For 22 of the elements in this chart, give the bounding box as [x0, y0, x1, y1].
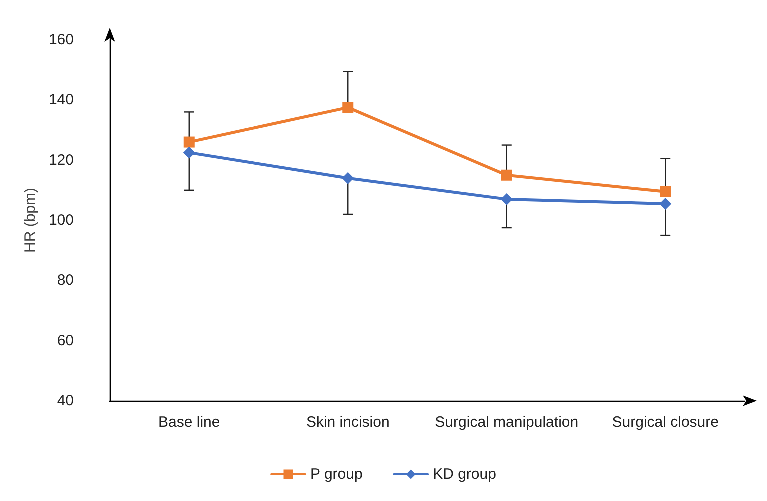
x-tick-label: Surgical closure — [612, 414, 719, 431]
legend-label: KD group — [433, 466, 496, 483]
y-tick-label: 140 — [48, 92, 74, 109]
y-axis-title: HR (bpm) — [22, 188, 40, 254]
y-tick-label: 80 — [57, 272, 74, 290]
x-tick-label: Skin incision — [306, 414, 390, 431]
point — [660, 186, 672, 198]
x-tick-label: Surgical manipulation — [435, 414, 579, 431]
point — [660, 198, 672, 210]
x-tick-label: Base line — [158, 414, 220, 431]
y-tick-label: 60 — [57, 332, 74, 350]
legend-label: P group — [310, 466, 363, 483]
point — [183, 146, 196, 159]
y-tick-label: 100 — [48, 212, 74, 229]
point — [342, 172, 354, 184]
y-tick-label: 160 — [48, 32, 74, 48]
point — [500, 193, 513, 206]
point — [342, 102, 354, 114]
point — [184, 136, 195, 148]
point — [501, 170, 512, 181]
y-tick-label: 120 — [48, 152, 74, 169]
y-tick-label: 40 — [57, 392, 74, 410]
